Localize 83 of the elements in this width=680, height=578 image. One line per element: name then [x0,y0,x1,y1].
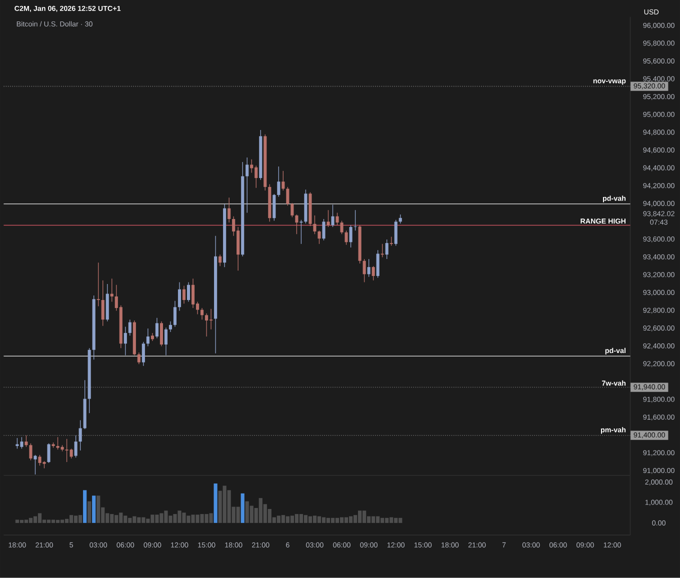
bar [64,518,69,524]
bar [96,496,100,524]
candlestick [173,300,177,328]
bar [24,520,28,524]
candlestick [160,321,163,347]
candlestick [277,166,280,198]
candlestick [354,210,357,231]
bar [92,496,96,524]
candlestick [96,262,100,307]
bar [344,517,348,524]
bar [56,520,60,524]
candlestick [101,280,104,326]
candlestick [128,319,132,336]
bar [15,520,20,524]
candlestick [376,250,380,278]
bar [38,513,42,524]
candlestick [228,197,231,223]
bar [33,516,38,524]
bar [326,518,330,524]
candlestick [178,282,182,312]
bar [317,516,322,524]
candlestick [300,220,303,244]
candlestick [322,218,326,241]
bar [46,520,51,524]
bar [304,515,308,524]
candlestick [372,266,375,281]
candlestick [146,328,150,347]
bar [308,516,312,524]
candlestick [290,202,294,218]
bar [348,516,353,524]
candlestick [29,443,32,461]
bar [335,518,340,524]
bar [236,506,240,524]
candlestick [336,212,339,226]
candlestick [246,157,249,214]
candlestick [380,244,384,258]
candlestick [34,454,37,475]
candlestick [385,239,388,260]
candlestick [282,170,285,191]
candlestick [272,194,276,222]
candlestick [24,435,28,448]
candlestick [318,230,321,244]
candlestick [137,352,140,365]
candlestick [331,204,334,228]
candlestick [367,258,370,278]
candlestick [74,435,78,458]
candlestick [47,443,50,464]
bar [322,517,326,524]
candlestick [200,308,204,320]
bar [330,518,335,524]
bar [214,484,218,524]
bar [88,501,92,524]
candlestick [349,224,352,248]
bar [83,490,87,524]
candlestick [286,186,290,206]
bar [299,514,304,524]
candlestick [124,326,127,356]
candlestick [340,220,344,235]
candlestick [344,230,348,246]
candlestick [362,258,366,283]
candlestick [205,313,208,337]
candlestick [394,220,398,246]
bar [340,517,344,524]
candlestick [313,215,316,235]
candlestick [186,282,190,302]
bar [240,493,244,524]
bar [20,520,24,524]
candlestick [78,420,82,451]
candlestick [155,318,158,339]
candlestick [142,342,145,366]
bar [312,516,317,524]
candlestick [168,321,172,332]
bar [51,520,56,524]
candlestick [164,327,168,356]
candlestick [218,254,222,267]
candlestick [182,286,186,304]
candlestick [110,278,114,302]
bar [60,520,64,524]
candlestick [326,210,330,228]
bar [28,518,33,524]
candlestick [295,214,298,235]
candlestick [191,278,195,308]
candlestick [70,448,73,459]
